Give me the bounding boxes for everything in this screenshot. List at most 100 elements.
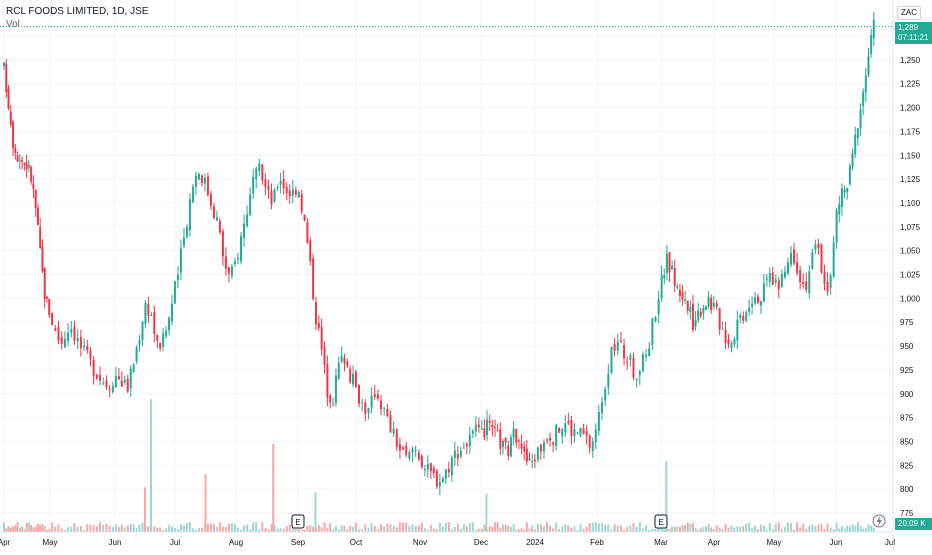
volume-bar <box>170 526 173 532</box>
volume-bar <box>380 524 383 532</box>
volume-bar <box>802 523 805 532</box>
candle-body <box>668 252 671 273</box>
candle-body <box>279 181 282 185</box>
candle-body <box>153 312 156 334</box>
volume-bar <box>320 527 323 532</box>
candle-body <box>27 165 30 168</box>
candle-body <box>230 266 233 277</box>
candle-body <box>742 315 745 321</box>
x-tick-label: Jun <box>109 538 122 547</box>
volume-bar <box>546 522 549 532</box>
volume-bar <box>742 526 745 532</box>
volume-bar <box>859 525 862 532</box>
volume-bar <box>759 524 762 532</box>
volume-bar <box>306 525 309 532</box>
lightning-icon[interactable] <box>872 514 886 528</box>
candle-body <box>276 187 279 189</box>
candle-body <box>185 227 188 237</box>
candle-body <box>774 279 777 283</box>
volume-bar <box>138 524 141 532</box>
volume-bar <box>373 525 376 532</box>
volume-bar <box>829 527 832 532</box>
candle-body <box>25 162 28 170</box>
candle-body <box>168 317 171 331</box>
volume-bar <box>334 526 337 532</box>
candle-body <box>558 428 561 433</box>
candle-body <box>343 357 346 364</box>
volume-bar <box>694 527 697 532</box>
candle-body <box>570 419 573 437</box>
candle-body <box>616 341 619 351</box>
candle-body <box>613 343 616 351</box>
candle-body <box>499 429 502 449</box>
candle-body <box>496 430 499 432</box>
candle-body <box>745 312 748 322</box>
volume-bar <box>854 525 857 532</box>
volume-bar <box>79 526 82 532</box>
y-tick-label: 1,075 <box>900 223 921 232</box>
candle-body <box>9 111 12 125</box>
candle-body <box>710 298 713 310</box>
candle-body <box>3 62 5 67</box>
volume-bar <box>294 529 297 532</box>
volume-bar <box>126 525 129 532</box>
volume-bar <box>25 522 28 532</box>
candle-body <box>197 173 200 180</box>
candle-body <box>243 223 246 239</box>
volume-bar <box>54 526 57 532</box>
volume-bar <box>27 522 30 532</box>
volume-bar <box>30 524 33 532</box>
candle-body <box>846 187 849 193</box>
candle-body <box>340 355 343 362</box>
volume-bar <box>323 522 326 532</box>
volume-bar <box>591 522 594 532</box>
candle-body <box>159 342 162 349</box>
earnings-event-marker[interactable]: E <box>291 514 305 529</box>
grid-layer <box>0 0 893 532</box>
candle-body <box>5 63 8 93</box>
x-tick-label: Apr <box>708 538 721 547</box>
candle-body <box>619 340 622 342</box>
volume-bar <box>570 527 573 532</box>
candle-body <box>354 371 357 387</box>
volume-bar <box>754 526 757 532</box>
candle-body <box>405 445 408 455</box>
volume-bar <box>496 522 499 532</box>
candle-body <box>191 186 194 203</box>
volume-bar <box>346 529 349 532</box>
volume-bar <box>300 529 303 532</box>
candle-body <box>704 306 707 310</box>
candle-body <box>349 368 352 383</box>
volume-bar <box>727 527 730 532</box>
volume-bar <box>780 528 783 532</box>
candle-body <box>165 330 168 337</box>
candle-body <box>684 299 687 301</box>
currency-badge[interactable]: ZAC <box>897 6 921 20</box>
volume-bar <box>724 524 727 532</box>
candle-body <box>123 380 126 383</box>
volume-bar <box>552 528 555 532</box>
candle-body <box>423 469 426 471</box>
candle-body <box>426 463 429 470</box>
earnings-event-marker[interactable]: E <box>654 514 668 529</box>
volume-bar <box>340 525 343 532</box>
volume-bar <box>252 522 255 532</box>
volume-bar <box>276 528 279 532</box>
volume-bar <box>218 522 221 532</box>
volume-layer <box>3 399 875 532</box>
volume-bar <box>312 526 315 532</box>
volume-bar <box>515 529 518 532</box>
volume-bar <box>361 529 364 532</box>
candle-body <box>509 437 512 457</box>
volume-bar <box>411 524 414 532</box>
volume-bar <box>864 528 867 532</box>
candle-body <box>799 269 802 283</box>
volume-bar <box>435 528 438 532</box>
volume-bar <box>474 529 477 532</box>
volume-bar <box>215 526 218 532</box>
volume-bar <box>718 527 721 532</box>
y-tick-label: 1,175 <box>900 127 921 136</box>
